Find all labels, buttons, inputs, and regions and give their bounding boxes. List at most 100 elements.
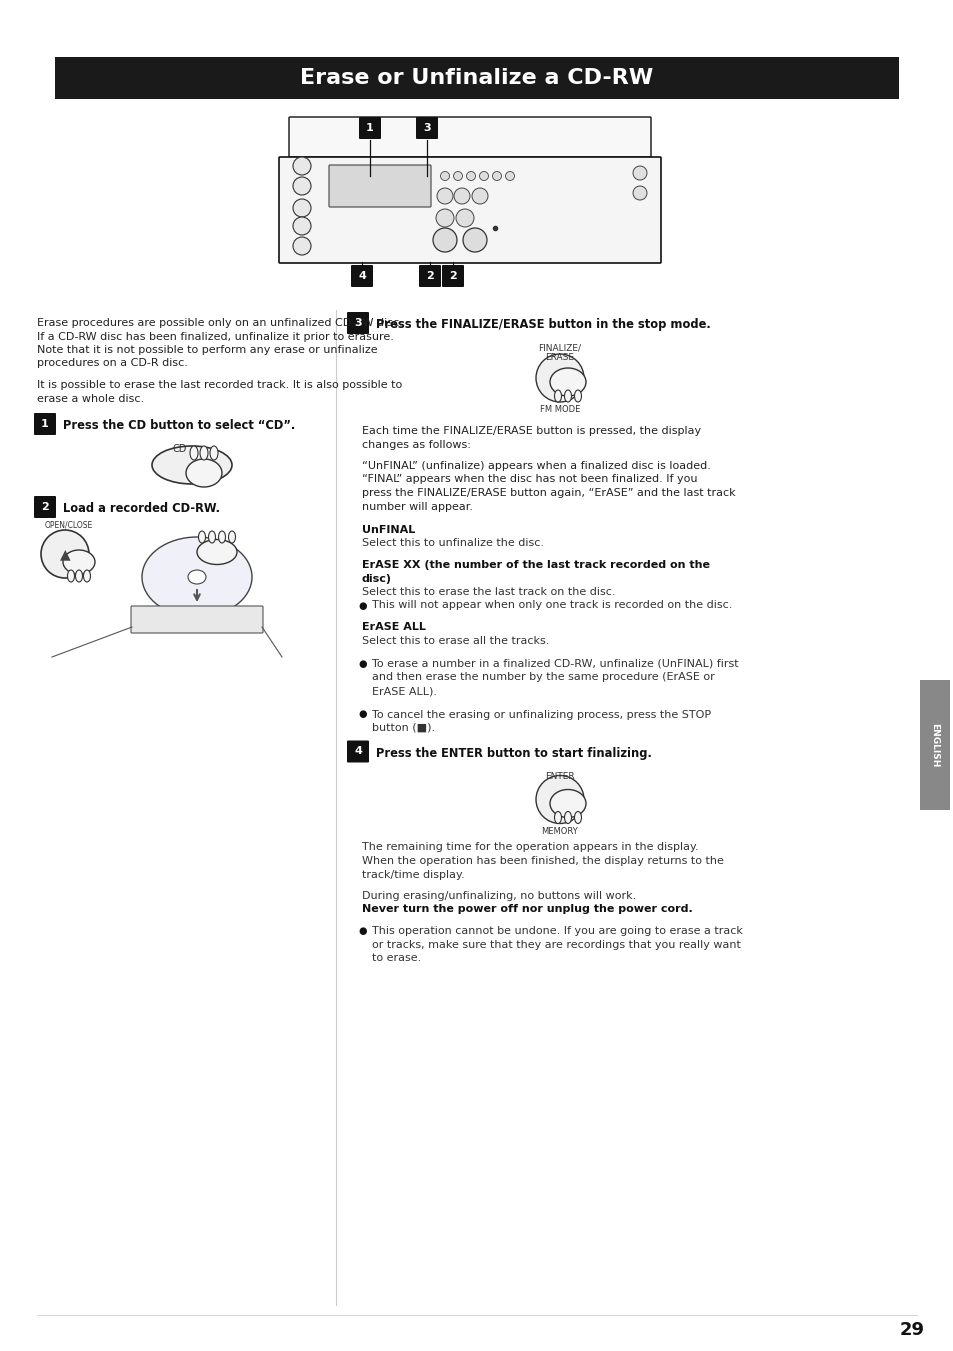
Text: During erasing/unfinalizing, no buttons will work.: During erasing/unfinalizing, no buttons … [361,892,636,901]
Circle shape [41,530,89,578]
Text: 29: 29 [899,1321,923,1339]
Text: 4: 4 [354,747,361,757]
Ellipse shape [198,531,205,543]
Text: press the FINALIZE/ERASE button again, “ErASE” and the last track: press the FINALIZE/ERASE button again, “… [361,488,735,499]
Text: ●: ● [357,709,366,720]
Text: 2: 2 [426,272,434,281]
Text: Press the FINALIZE/ERASE button in the stop mode.: Press the FINALIZE/ERASE button in the s… [372,317,710,331]
Circle shape [453,172,462,181]
Text: ENGLISH: ENGLISH [929,723,939,767]
Circle shape [440,172,449,181]
Ellipse shape [218,531,225,543]
Text: Erase or Unfinalize a CD-RW: Erase or Unfinalize a CD-RW [300,68,653,88]
Ellipse shape [564,390,571,403]
Text: This operation cannot be undone. If you are going to erase a track: This operation cannot be undone. If you … [372,925,742,936]
Text: “FINAL” appears when the disc has not been finalized. If you: “FINAL” appears when the disc has not be… [361,474,697,485]
Text: FINALIZE/: FINALIZE/ [537,343,581,353]
Text: When the operation has been finished, the display returns to the: When the operation has been finished, th… [361,857,723,866]
Circle shape [466,172,475,181]
Circle shape [456,209,474,227]
Circle shape [492,172,501,181]
Circle shape [633,186,646,200]
Text: or tracks, make sure that they are recordings that you really want: or tracks, make sure that they are recor… [372,939,740,950]
Text: Select this to unfinalize the disc.: Select this to unfinalize the disc. [361,539,543,549]
Text: 3: 3 [354,317,361,328]
Circle shape [436,209,454,227]
Text: CD: CD [172,444,187,454]
Circle shape [293,236,311,255]
Ellipse shape [210,446,218,459]
Text: ERASE: ERASE [545,354,574,362]
Ellipse shape [190,446,198,459]
FancyBboxPatch shape [34,413,56,435]
Text: Select this to erase all the tracks.: Select this to erase all the tracks. [361,635,549,646]
Text: ▲: ▲ [60,547,71,561]
Ellipse shape [554,812,561,824]
Ellipse shape [152,446,232,484]
FancyBboxPatch shape [416,118,437,139]
Circle shape [479,172,488,181]
Text: It is possible to erase the last recorded track. It is also possible to: It is possible to erase the last recorde… [37,380,402,390]
FancyBboxPatch shape [418,265,440,286]
Ellipse shape [75,570,82,582]
FancyBboxPatch shape [278,157,660,263]
FancyBboxPatch shape [329,165,431,207]
Ellipse shape [63,550,95,574]
Text: If a CD-RW disc has been finalized, unfinalize it prior to erasure.: If a CD-RW disc has been finalized, unfi… [37,331,394,342]
Ellipse shape [574,812,581,824]
Ellipse shape [142,536,252,617]
Text: Never turn the power off nor unplug the power cord.: Never turn the power off nor unplug the … [361,905,692,915]
Text: 1: 1 [41,419,49,430]
Text: and then erase the number by the same procedure (ErASE or: and then erase the number by the same pr… [372,673,714,682]
Text: “UnFINAL” (unfinalize) appears when a finalized disc is loaded.: “UnFINAL” (unfinalize) appears when a fi… [361,461,710,471]
FancyBboxPatch shape [919,680,949,811]
FancyBboxPatch shape [55,57,898,99]
Text: MEMORY: MEMORY [541,827,578,836]
Text: number will appear.: number will appear. [361,501,473,512]
Ellipse shape [564,812,571,824]
Text: To cancel the erasing or unfinalizing process, press the STOP: To cancel the erasing or unfinalizing pr… [372,709,710,720]
Text: Each time the FINALIZE/ERASE button is pressed, the display: Each time the FINALIZE/ERASE button is p… [361,426,700,436]
Text: ●: ● [357,600,366,611]
Circle shape [293,218,311,235]
Text: erase a whole disc.: erase a whole disc. [37,393,144,404]
FancyBboxPatch shape [289,118,650,157]
Text: 1: 1 [366,123,374,132]
Ellipse shape [209,531,215,543]
Ellipse shape [229,531,235,543]
Circle shape [454,188,470,204]
Ellipse shape [574,390,581,403]
Text: Press the ENTER button to start finalizing.: Press the ENTER button to start finalizi… [372,747,651,759]
Ellipse shape [186,459,222,486]
Ellipse shape [550,367,585,396]
Text: Press the CD button to select “CD”.: Press the CD button to select “CD”. [59,419,294,432]
Circle shape [293,199,311,218]
Text: Note that it is not possible to perform any erase or unfinalize: Note that it is not possible to perform … [37,345,377,355]
Ellipse shape [188,570,206,584]
FancyBboxPatch shape [131,607,263,634]
Circle shape [433,228,456,253]
Circle shape [462,228,486,253]
Ellipse shape [200,446,208,459]
Text: OPEN/CLOSE: OPEN/CLOSE [45,520,93,530]
Text: This will not appear when only one track is recorded on the disc.: This will not appear when only one track… [372,600,732,611]
FancyBboxPatch shape [441,265,463,286]
FancyBboxPatch shape [347,740,369,762]
Text: ENTER: ENTER [544,771,575,781]
Text: Select this to erase the last track on the disc.: Select this to erase the last track on t… [361,586,615,597]
Circle shape [505,172,514,181]
Text: ●: ● [357,925,366,936]
Text: To erase a number in a finalized CD-RW, unfinalize (UnFINAL) first: To erase a number in a finalized CD-RW, … [372,659,738,669]
Text: ErASE ALL).: ErASE ALL). [372,686,436,696]
Ellipse shape [68,570,74,582]
Text: button (■).: button (■). [372,723,435,734]
FancyBboxPatch shape [351,265,373,286]
Text: ●: ● [357,659,366,669]
FancyBboxPatch shape [34,496,56,517]
FancyBboxPatch shape [347,312,369,334]
Text: 2: 2 [449,272,456,281]
Text: disc): disc) [361,574,392,584]
Text: ErASE XX (the number of the last track recorded on the: ErASE XX (the number of the last track r… [361,561,709,570]
Circle shape [472,188,488,204]
Text: Erase procedures are possible only on an unfinalized CD-RW disc.: Erase procedures are possible only on an… [37,317,402,328]
